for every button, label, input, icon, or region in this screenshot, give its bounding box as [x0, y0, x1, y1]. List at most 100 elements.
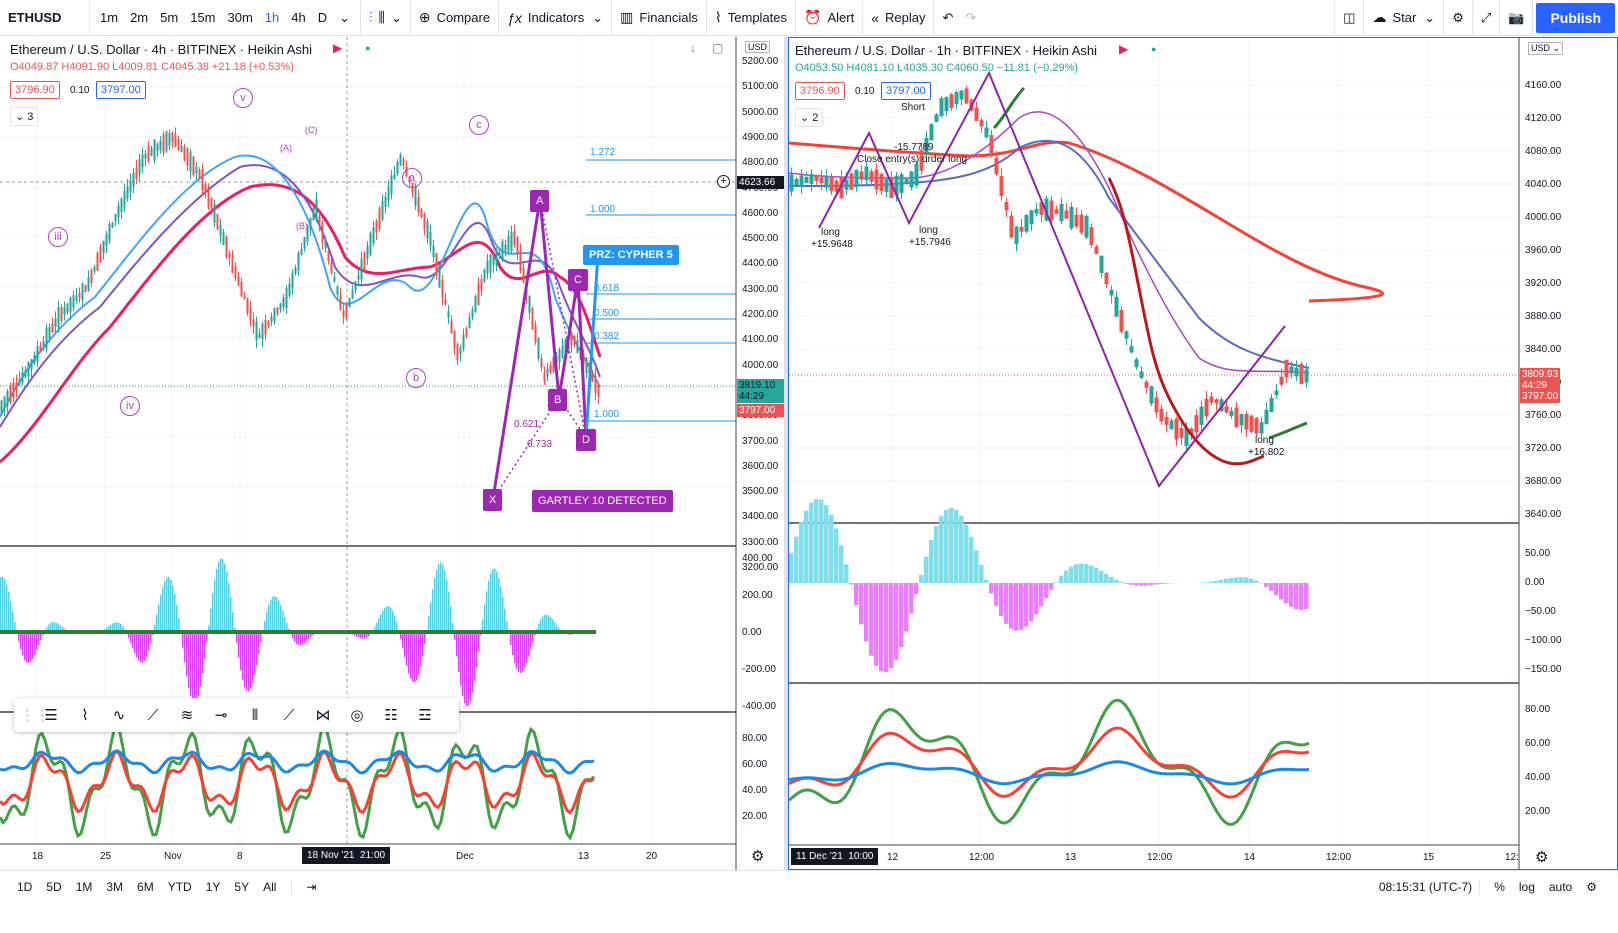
sell-price-button[interactable]: 3796.90 [795, 82, 845, 100]
fib-channel-icon[interactable]: ≋ [180, 707, 194, 724]
histogram-bar [440, 562, 442, 632]
right-chart-title[interactable]: Ethereum / U.S. Dollar · 1h · BITFINEX ·… [795, 43, 1097, 58]
spiral-icon[interactable]: ◎ [350, 707, 364, 724]
fx-icon: ƒx [507, 9, 522, 26]
ohlc-change: +21.18 (+0.53%) [211, 61, 294, 73]
abc-pattern-icon[interactable]: ⌇ [81, 707, 89, 724]
interval-1h[interactable]: 1h [264, 10, 280, 25]
interval-D[interactable]: D [317, 10, 328, 25]
interval-1m[interactable]: 1m [100, 10, 119, 25]
xabcd-pattern-icon[interactable]: ⋈ [315, 707, 331, 724]
fullscreen-button[interactable]: ⤢ [1473, 0, 1501, 36]
templates-button[interactable]: ⌇ Templates [707, 0, 797, 36]
range-1y[interactable]: 1Y [205, 880, 221, 894]
layout-divider[interactable] [784, 37, 788, 870]
drag-handle-icon[interactable]: ⋮⋮ [20, 707, 50, 724]
replay-button[interactable]: « Replay [863, 0, 935, 36]
candle [1129, 345, 1134, 353]
range-1m[interactable]: 1M [75, 880, 93, 894]
buy-price-button[interactable]: 3797.00 [881, 82, 931, 100]
range-ytd[interactable]: YTD [167, 880, 192, 894]
left-chart-pane[interactable]: Ethereum / U.S. Dollar · 4h · BITFINEX ·… [0, 37, 784, 870]
right-chart-svg[interactable] [789, 38, 1618, 870]
price-axis-label: 3960.00 [1525, 245, 1562, 256]
trend-angle-icon[interactable]: ⟋ [147, 706, 159, 724]
buy-price-button[interactable]: 3797.00 [96, 81, 146, 99]
range-1d[interactable]: 1D [17, 880, 33, 894]
currency-label[interactable]: USD [745, 41, 771, 53]
layout-button[interactable]: ◫ [1334, 0, 1365, 36]
left-chart-svg[interactable] [0, 37, 784, 870]
interval-2m[interactable]: 2m [130, 10, 149, 25]
interval-5m[interactable]: 5m [160, 10, 179, 25]
candle [51, 323, 54, 333]
undo-icon[interactable]: ↶ [942, 9, 954, 25]
histogram-bar [1069, 566, 1074, 583]
gear-icon[interactable]: ⚙ [751, 848, 765, 865]
fib-extension-icon[interactable]: ☲ [418, 707, 432, 724]
star-button[interactable]: ☁ Star ⌄ [1364, 0, 1445, 36]
osc-axis-label: 60.00 [742, 759, 768, 770]
log-toggle[interactable]: log [1518, 880, 1535, 894]
clock-time[interactable]: 08:15:31 (UTC-7) [1378, 880, 1473, 894]
candle [844, 179, 849, 190]
indicators-toggle[interactable]: ⌄ 3 [10, 107, 39, 126]
publish-button[interactable]: Publish [1536, 2, 1615, 33]
maximize-icon[interactable]: ▢ [712, 41, 724, 55]
elliott-wave-icon[interactable]: ∿ [112, 707, 126, 724]
histogram-bar [388, 606, 390, 632]
chevron-down-icon[interactable]: ⌄ [339, 9, 351, 25]
interval-4h[interactable]: 4h [291, 10, 306, 25]
candle [309, 217, 312, 230]
range-5d[interactable]: 5D [46, 880, 62, 894]
histogram-bar [999, 583, 1004, 617]
range-6m[interactable]: 6M [137, 880, 154, 894]
compare-button[interactable]: ⊕ Compare [411, 0, 500, 36]
range-3m[interactable]: 3M [106, 880, 124, 894]
gear-icon[interactable]: ⚙ [1535, 849, 1549, 866]
auto-toggle[interactable]: auto [1548, 880, 1573, 894]
alert-button[interactable]: ⏰ Alert [796, 0, 864, 36]
currency-label[interactable]: USD ⌄ [1528, 42, 1564, 55]
snapshot-button[interactable]: 📷 [1500, 0, 1534, 36]
indicators-button[interactable]: ƒx Indicators ⌄ [499, 0, 613, 36]
settings-icon[interactable]: ⚙ [1586, 880, 1597, 894]
right-chart-pane[interactable]: Ethereum / U.S. Dollar · 1h · BITFINEX ·… [788, 37, 1618, 870]
left-price-axis[interactable]: USD 5200.00 5100.00 5000.00 4900.00 4800.00 4… [737, 37, 784, 573]
price-axis-label: 3500.00 [742, 486, 779, 498]
trend-line-icon[interactable]: ⟋ [283, 706, 295, 724]
candle [228, 252, 231, 258]
bar-style-button[interactable]: ⫶ ⫼ ⌄ [361, 0, 411, 36]
histogram-bar [242, 632, 244, 681]
redo-icon[interactable]: ↷ [965, 9, 977, 25]
arrow-down-icon[interactable]: ↓ [690, 41, 696, 55]
flag-icon[interactable]: ▶ [1119, 42, 1129, 56]
candle [225, 237, 228, 257]
goto-date-icon[interactable]: ⇥ [291, 880, 323, 894]
right-price-axis[interactable]: USD ⌄ 4160.00 4120.00 4080.00 4040.00 4000.0… [1520, 38, 1617, 522]
time-label: 13 [578, 851, 590, 862]
horizontal-ray-icon[interactable]: ⊸ [214, 707, 228, 724]
range-all[interactable]: All [263, 880, 277, 894]
settings-button[interactable]: ⚙ [1444, 0, 1473, 36]
indicators-toggle[interactable]: ⌄ 2 [795, 108, 824, 127]
percent-toggle[interactable]: % [1479, 880, 1512, 894]
histogram-bar [550, 617, 552, 632]
histogram-bar [849, 583, 854, 585]
candle [889, 177, 894, 198]
interval-15m[interactable]: 15m [190, 10, 216, 25]
symbol-search[interactable]: ETHUSD [0, 0, 90, 36]
flag-icon[interactable]: ▶ [333, 41, 343, 55]
horizontal-lines-icon[interactable]: ☰ [44, 707, 58, 724]
sell-price-button[interactable]: 3796.90 [10, 81, 60, 99]
vertical-lines-icon[interactable]: ⦀ [251, 706, 259, 724]
candle [1204, 398, 1209, 417]
interval-30m[interactable]: 30m [227, 10, 253, 25]
range-5y[interactable]: 5Y [234, 880, 250, 894]
histogram-bar [468, 632, 470, 706]
add-alert-icon[interactable]: + [717, 175, 730, 188]
candle [964, 88, 969, 104]
financials-button[interactable]: ▥ Financials [612, 0, 707, 36]
fib-retracement-icon[interactable]: ☷ [384, 707, 398, 724]
left-chart-title[interactable]: Ethereum / U.S. Dollar · 4h · BITFINEX ·… [10, 42, 312, 57]
